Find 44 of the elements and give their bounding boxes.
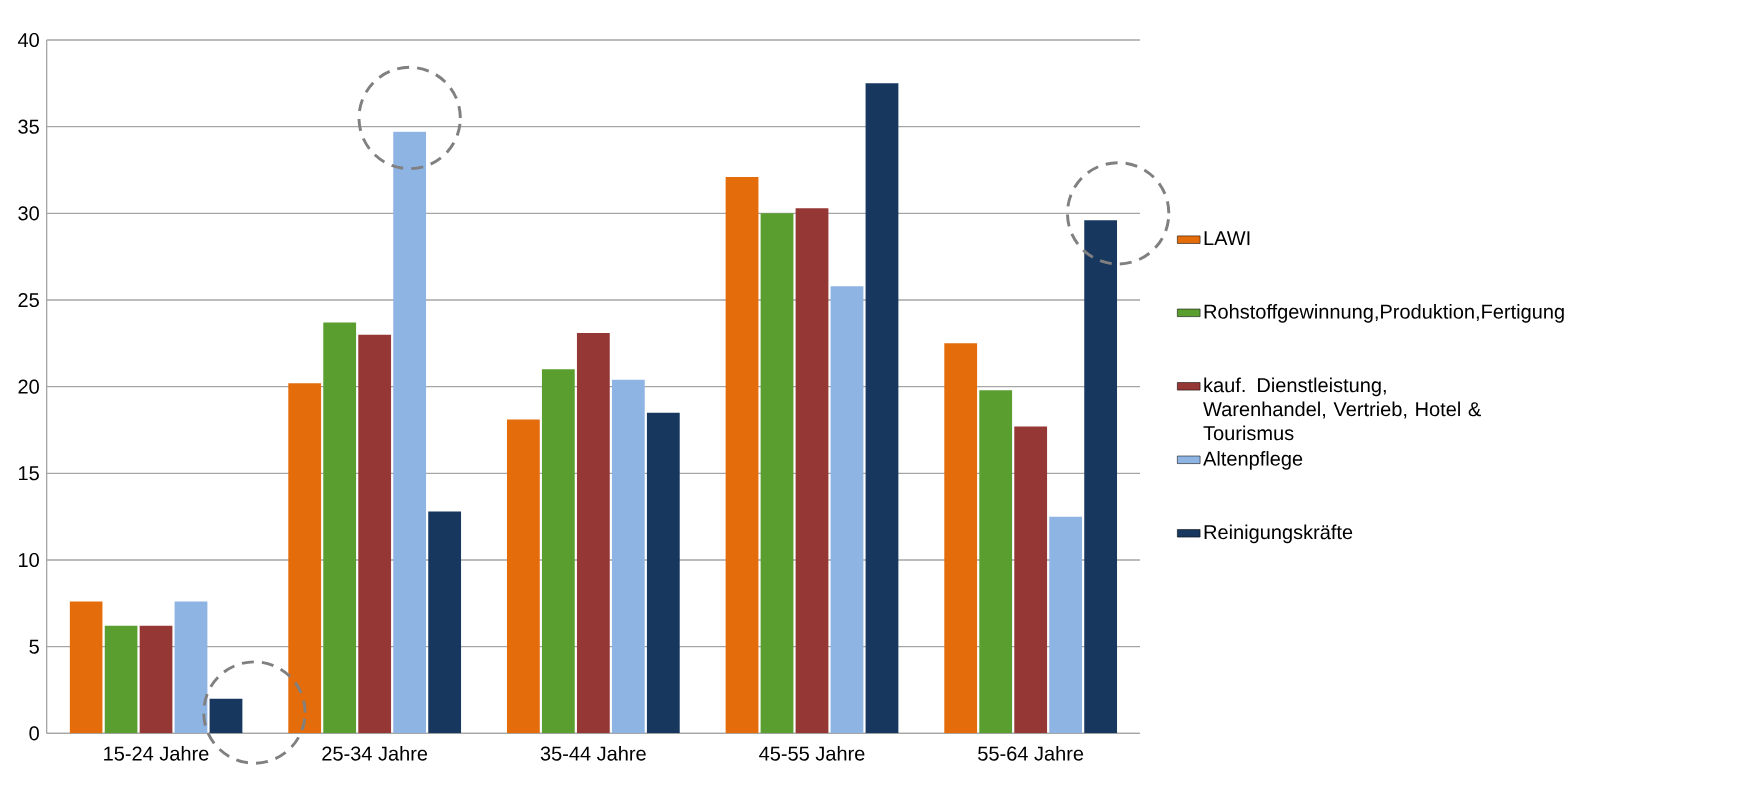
bar [979,390,1013,734]
bar [830,286,864,734]
bar [944,343,978,734]
bar [865,83,899,734]
y-tick-label: 10 [19,553,39,568]
y-tick-label: 35 [18,119,39,134]
x-tick-label: 25-34 Jahre [322,746,428,761]
bar [576,333,610,734]
y-tick-label: 25 [18,293,39,308]
bar [1049,516,1083,734]
x-tick-label: 55-64 Jahre [978,746,1084,761]
x-tick-label: 35-44 Jahre [540,746,646,761]
bar [795,208,829,734]
bar [104,626,138,734]
legend-label: kauf. Dienstleistung, Warenhandel, Vertrieb, Hotel & Tourismus [1203,377,1481,441]
y-tick-label: 15 [19,466,39,481]
y-tick-label: 40 [17,33,39,48]
y-tick-label: 0 [29,726,39,741]
bar [358,334,392,734]
x-tick-label: 45-55 Jahre [759,746,865,761]
bar [288,383,322,734]
bar [139,626,173,734]
bar [1084,220,1118,734]
bar [323,322,357,734]
x-tick-label: 15-24 Jahre [104,746,209,761]
bar [725,177,759,734]
bar [506,419,540,734]
bar [428,511,462,734]
y-tick-label: 30 [18,206,39,221]
bar [646,412,680,734]
bar [209,698,243,734]
bar [1014,426,1048,734]
legend-label: Rohstoffgewinnung,Produktion,Fertigung [1204,304,1564,323]
y-tick-label: 20 [18,379,39,394]
bar [393,132,427,734]
bar [760,213,794,734]
bar [541,369,575,734]
legend-label: Reinigungskräfte [1204,524,1353,544]
bar [611,379,645,734]
bar [69,601,103,734]
legend-label: LAWI [1204,231,1250,246]
y-tick-label: 5 [29,639,39,654]
bar [174,601,208,734]
legend-label: Altenpflege [1203,451,1303,470]
